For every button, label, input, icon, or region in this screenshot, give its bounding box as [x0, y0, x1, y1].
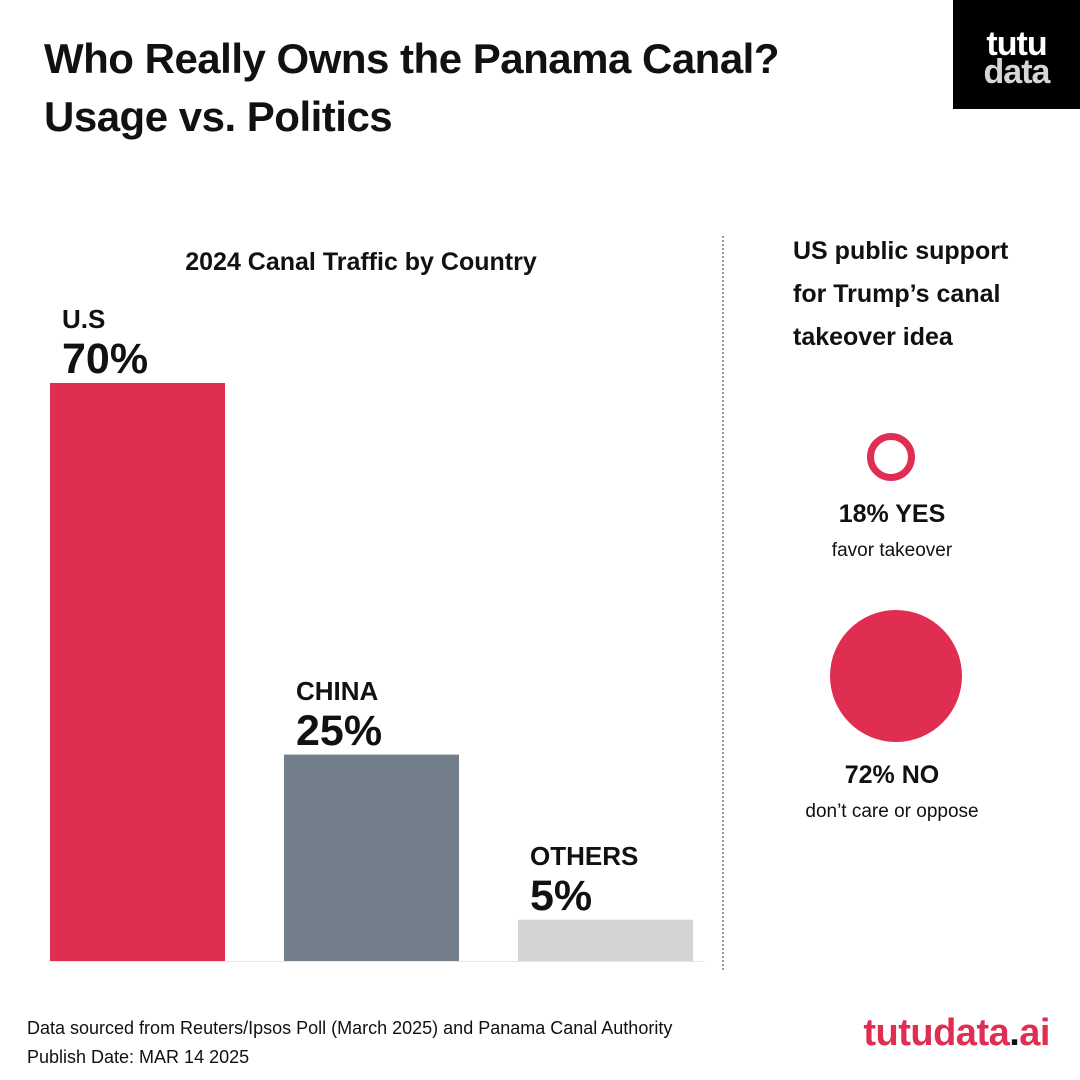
footer-publish-date: Publish Date: MAR 14 2025: [27, 1047, 250, 1067]
page-title: Who Really Owns the Panama Canal? Usage …: [44, 30, 780, 146]
logo: tutu data: [953, 0, 1080, 109]
footer: Data sourced from Reuters/Ipsos Poll (Ma…: [27, 1014, 672, 1072]
bar-value-others: 5%: [530, 871, 593, 920]
bar-label-us: U.S: [62, 304, 106, 334]
yes-value: 18% YES: [838, 500, 946, 528]
poll-title-line-2: for Trump’s canal: [793, 280, 1001, 308]
bar-china: [284, 754, 459, 961]
no-value: 72% NO: [844, 761, 940, 789]
logo-line-1: tutu: [986, 25, 1047, 63]
yes-ring-icon: [867, 433, 915, 481]
poll-title-line-3: takeover idea: [793, 323, 953, 351]
no-disc-icon: [830, 610, 962, 742]
poll-title: US public support for Trump’s canal take…: [793, 230, 1063, 359]
title-line-2: Usage vs. Politics: [44, 93, 393, 140]
chart-title: 2024 Canal Traffic by Country: [185, 248, 537, 276]
poll-title-line-1: US public support: [793, 237, 1009, 265]
brand-name: tutudata: [863, 1012, 1010, 1054]
divider: [722, 236, 724, 970]
bar-us: [50, 383, 225, 961]
bar-value-china: 25%: [296, 706, 383, 755]
bar-others: [518, 919, 693, 961]
brand-wordmark: tutudata.ai: [863, 1012, 1050, 1055]
bar-value-us: 70%: [62, 335, 149, 383]
brand-dot: .: [1009, 1012, 1020, 1054]
title-line-1: Who Really Owns the Panama Canal?: [44, 35, 780, 82]
yes-description: favor takeover: [831, 540, 953, 561]
no-description: don’t care or oppose: [805, 801, 979, 822]
bar-label-others: OTHERS: [530, 840, 639, 871]
footer-source: Data sourced from Reuters/Ipsos Poll (Ma…: [27, 1018, 673, 1038]
logo-line-2: data: [983, 53, 1051, 91]
brand-tld: ai: [1019, 1012, 1050, 1054]
bar-label-china: CHINA: [296, 675, 379, 706]
